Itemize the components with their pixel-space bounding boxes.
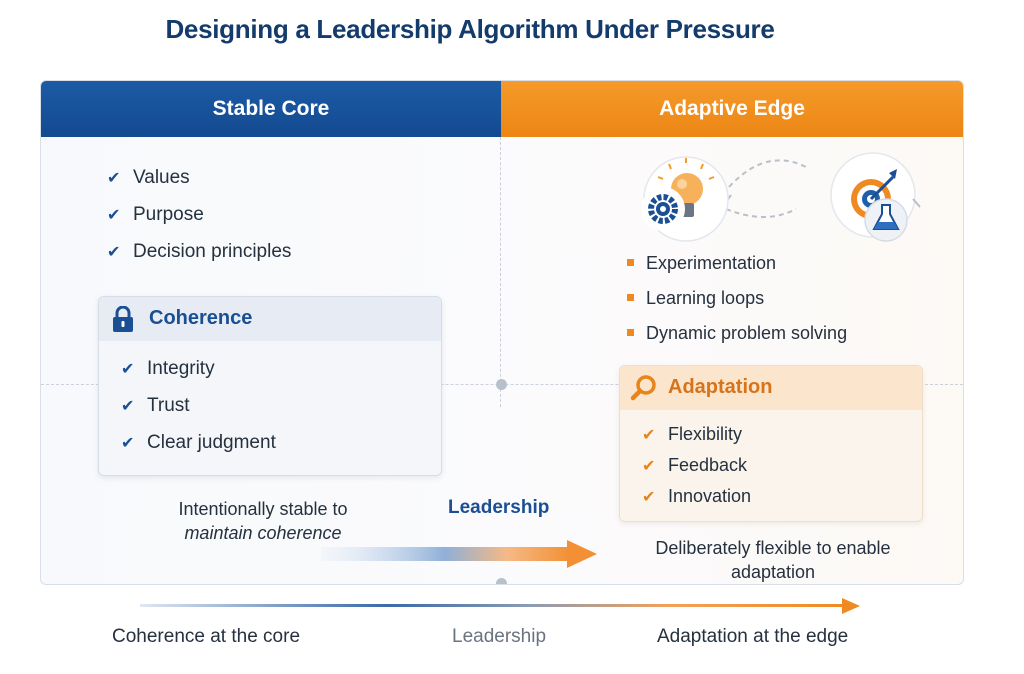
list-item: ✔ Trust bbox=[121, 395, 190, 416]
edge-list: Experimentation Learning loops Dynamic p… bbox=[627, 253, 847, 358]
check-icon: ✔ bbox=[107, 207, 121, 224]
core-caption: Intentionally stable to maintain coheren… bbox=[178, 499, 348, 543]
list-item: ✔ Flexibility bbox=[642, 424, 743, 444]
page-title: Designing a Leadership Algorithm Under P… bbox=[165, 14, 775, 44]
list-item: ✔ Values bbox=[107, 167, 190, 188]
check-icon: ✔ bbox=[107, 244, 121, 261]
adaptive-edge-header: Adaptive Edge bbox=[501, 81, 963, 137]
leadership-arrow bbox=[321, 540, 597, 568]
stable-core-header: Stable Core bbox=[41, 81, 501, 137]
coherence-list: ✔ Integrity ✔ Trust ✔ Clear judgment bbox=[121, 358, 276, 469]
adaptation-box: Adaptation ✔ Flexibility ✔ Feedback ✔ Innov… bbox=[619, 365, 923, 522]
coherence-title: Coherence bbox=[149, 307, 253, 329]
list-item: ✔ Integrity bbox=[121, 358, 215, 379]
gear-icon bbox=[641, 187, 685, 231]
list-item: ✔ Decision principles bbox=[107, 241, 292, 262]
footer-left-label: Coherence at the core bbox=[112, 626, 301, 647]
adaptation-box-header bbox=[620, 366, 922, 410]
list-item: ✔ Innovation bbox=[642, 486, 752, 506]
list-item: ✔ Feedback bbox=[642, 455, 748, 475]
footer-center-label: Leadership bbox=[452, 626, 547, 647]
list-item: Learning loops bbox=[627, 288, 847, 323]
list-item: ✔ Clear judgment bbox=[121, 432, 276, 453]
check-icon: ✔ bbox=[121, 398, 135, 415]
vertical-divider bbox=[500, 137, 501, 407]
coherence-box: Coherence ✔ Integrity ✔ Trust ✔ Clear judgm… bbox=[98, 296, 442, 476]
check-icon: ✔ bbox=[642, 458, 656, 475]
check-icon: ✔ bbox=[642, 427, 656, 444]
bottom-node bbox=[496, 578, 507, 584]
footer-right-label: Adaptation at the edge bbox=[657, 626, 849, 647]
bullet-icon bbox=[627, 328, 634, 336]
edge-caption: Deliberately flexible to enable adaptati… bbox=[655, 538, 891, 582]
adaptation-list: ✔ Flexibility ✔ Feedback ✔ Innovation bbox=[642, 424, 751, 517]
diagram-panel: Stable Core Adaptive Edge ✔ Values ✔ Purpo… bbox=[40, 80, 964, 585]
list-item: ✔ Purpose bbox=[107, 204, 204, 225]
magnifier-icon bbox=[630, 375, 656, 401]
leadership-label: Leadership bbox=[448, 497, 550, 518]
bullet-icon bbox=[627, 293, 634, 301]
flask-icon bbox=[864, 198, 908, 242]
check-icon: ✔ bbox=[121, 435, 135, 452]
lock-icon bbox=[113, 306, 133, 332]
list-item: Dynamic problem solving bbox=[627, 323, 847, 358]
core-list: ✔ Values ✔ Purpose ✔ Decision principles bbox=[107, 167, 291, 278]
list-item: Experimentation bbox=[627, 253, 847, 288]
bullet-icon bbox=[627, 258, 634, 266]
adaptation-title: Adaptation bbox=[668, 376, 773, 398]
center-node bbox=[496, 379, 507, 390]
coherence-box-header bbox=[99, 297, 441, 341]
bottom-arrow bbox=[140, 598, 860, 614]
check-icon: ✔ bbox=[642, 489, 656, 506]
check-icon: ✔ bbox=[121, 361, 135, 378]
check-icon: ✔ bbox=[107, 170, 121, 187]
